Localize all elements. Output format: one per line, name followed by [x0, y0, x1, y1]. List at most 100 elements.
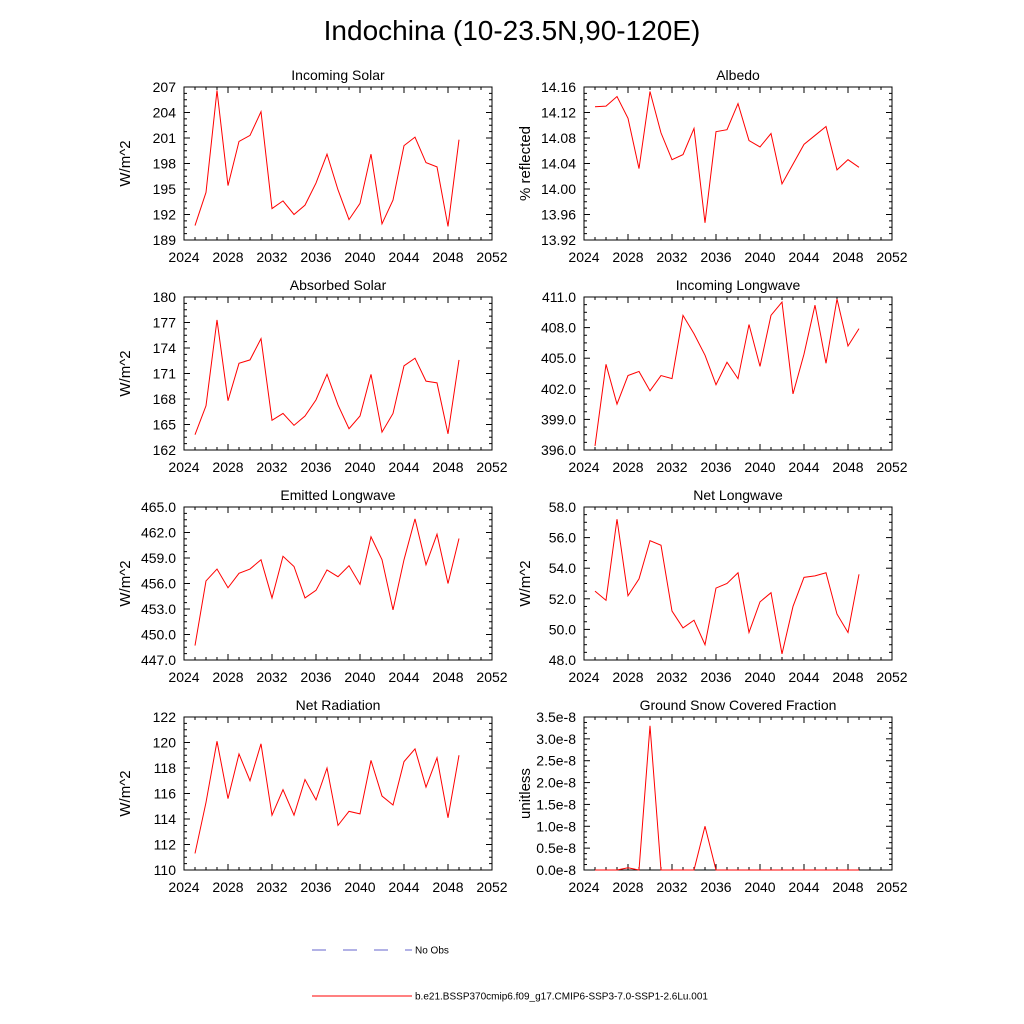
x-tick-label: 2036 — [700, 459, 731, 475]
x-tick-label: 2040 — [744, 879, 775, 895]
y-tick-label: 114 — [154, 811, 177, 827]
series-line — [194, 518, 460, 646]
y-tick-label: 195 — [153, 181, 177, 197]
y-tick-label: 112 — [154, 837, 177, 853]
x-tick-label: 2036 — [300, 669, 331, 685]
y-tick-label: 180 — [153, 289, 177, 305]
y-tick-label: 48.0 — [549, 652, 576, 668]
x-tick-label: 2040 — [344, 879, 375, 895]
y-tick-label: 58.0 — [549, 499, 576, 515]
x-tick-label: 2052 — [876, 879, 907, 895]
y-tick-label: 162 — [153, 442, 177, 458]
y-axis-label: W/m^2 — [117, 350, 134, 396]
y-tick-label: 0.5e-8 — [536, 840, 576, 856]
y-axis-label: % reflected — [517, 126, 534, 201]
panel-absorbed-solar: Absorbed Solar W/m^2 2024 2028 2032 2036 2040 2… — [117, 277, 508, 475]
plot-frame — [583, 86, 893, 241]
x-tick-label: 2044 — [788, 249, 819, 265]
y-tick-label: 52.0 — [549, 591, 576, 607]
series-line — [194, 319, 460, 435]
series-line — [595, 725, 859, 871]
x-tick-label: 2028 — [212, 669, 243, 685]
x-tick-label: 2024 — [568, 879, 599, 895]
x-tick-label: 2048 — [832, 249, 863, 265]
x-tick-label: 2040 — [344, 459, 375, 475]
x-tick-label: 2032 — [256, 669, 287, 685]
y-axis-label: W/m^2 — [517, 560, 534, 606]
y-tick-label: 2.5e-8 — [536, 753, 576, 769]
x-tick-label: 2032 — [656, 669, 687, 685]
x-tick-label: 2032 — [256, 879, 287, 895]
y-tick-label: 1.0e-8 — [536, 818, 576, 834]
x-tick-label: 2040 — [344, 669, 375, 685]
legend-entry-run: b.e21.BSSP370cmip6.f09_g17.CMIP6-SSP3-7.… — [312, 992, 708, 1003]
y-tick-label: 110 — [154, 862, 177, 878]
y-tick-label: 174 — [153, 340, 177, 356]
x-tick-label: 2048 — [832, 879, 863, 895]
y-tick-label: 198 — [153, 156, 177, 172]
x-tick-label: 2024 — [168, 879, 199, 895]
y-tick-label: 120 — [153, 735, 177, 751]
x-tick-label: 2048 — [432, 249, 463, 265]
panel-incoming-longwave: Incoming Longwave 2024 2028 2032 2036 2040 204… — [541, 277, 908, 475]
y-tick-label: 1.5e-8 — [536, 796, 576, 812]
panel-title: Ground Snow Covered Fraction — [640, 697, 837, 713]
panel-title: Albedo — [716, 67, 760, 83]
panel-albedo: Albedo % reflected 2024 2028 2032 2036 2040 204… — [517, 67, 908, 265]
y-tick-label: 177 — [153, 315, 177, 331]
y-tick-label: 405.0 — [541, 350, 576, 366]
y-tick-label: 0.0e-8 — [536, 862, 576, 878]
x-tick-label: 2044 — [788, 669, 819, 685]
legend-entry-no-obs: No Obs — [312, 946, 449, 957]
x-tick-label: 2028 — [612, 459, 643, 475]
x-tick-label: 2024 — [568, 459, 599, 475]
x-tick-label: 2048 — [432, 459, 463, 475]
x-tick-label: 2052 — [876, 249, 907, 265]
panel-title: Net Longwave — [693, 487, 783, 503]
series-line — [594, 91, 860, 223]
y-axis-label: unitless — [517, 768, 534, 819]
panel-net-radiation: Net Radiation W/m^2 2024 2028 2032 2036 2040 20… — [117, 697, 508, 895]
y-tick-label: 402.0 — [541, 381, 576, 397]
series-line — [194, 741, 460, 854]
x-tick-label: 2024 — [568, 669, 599, 685]
y-tick-label: 171 — [153, 366, 177, 382]
x-tick-label: 2048 — [832, 459, 863, 475]
y-tick-label: 459.0 — [141, 550, 176, 566]
x-tick-label: 2040 — [344, 249, 375, 265]
y-tick-label: 14.00 — [541, 181, 576, 197]
y-tick-label: 399.0 — [541, 411, 576, 427]
y-tick-label: 50.0 — [549, 621, 576, 637]
x-tick-label: 2024 — [168, 669, 199, 685]
x-tick-label: 2052 — [476, 459, 507, 475]
legend-label-run: b.e21.BSSP370cmip6.f09_g17.CMIP6-SSP3-7.… — [415, 992, 708, 1003]
series-line — [594, 298, 860, 446]
x-tick-label: 2028 — [212, 249, 243, 265]
x-tick-label: 2028 — [612, 879, 643, 895]
x-tick-label: 2044 — [388, 879, 419, 895]
y-tick-label: 462.0 — [141, 525, 176, 541]
y-axis-label: W/m^2 — [117, 770, 134, 816]
x-tick-label: 2040 — [744, 669, 775, 685]
x-tick-label: 2052 — [476, 879, 507, 895]
panel-emitted-longwave: Emitted Longwave W/m^2 2024 2028 2032 2036 204… — [117, 487, 508, 685]
plot-frame — [183, 506, 493, 661]
x-tick-label: 2028 — [212, 879, 243, 895]
y-tick-label: 453.0 — [141, 601, 176, 617]
y-tick-label: 54.0 — [549, 560, 576, 576]
y-tick-label: 116 — [154, 786, 177, 802]
x-tick-label: 2036 — [700, 669, 731, 685]
x-tick-label: 2044 — [388, 249, 419, 265]
x-tick-label: 2024 — [568, 249, 599, 265]
plot-frame — [183, 296, 493, 451]
panel-title: Incoming Solar — [291, 67, 385, 83]
x-tick-label: 2044 — [788, 459, 819, 475]
panel-title: Incoming Longwave — [676, 277, 801, 293]
legend-label-no-obs: No Obs — [415, 946, 449, 957]
x-tick-label: 2044 — [788, 879, 819, 895]
y-tick-label: 447.0 — [141, 652, 176, 668]
panel-title: Emitted Longwave — [280, 487, 395, 503]
x-tick-label: 2044 — [388, 669, 419, 685]
x-tick-label: 2032 — [656, 459, 687, 475]
